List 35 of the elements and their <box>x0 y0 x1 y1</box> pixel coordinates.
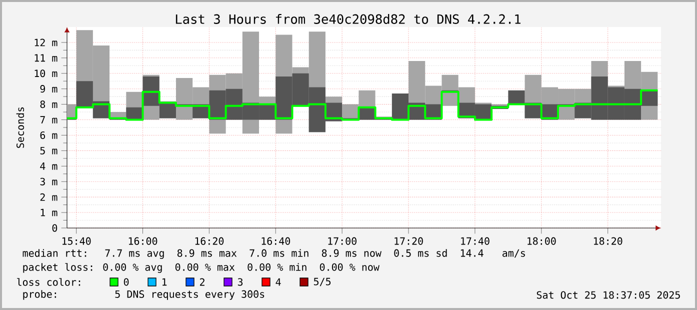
y-tick-label: 5 m <box>40 146 58 154</box>
y-tick-label: 12 m <box>34 38 58 46</box>
y-tick-label: 10 m <box>34 70 58 78</box>
x-tick-label: 18:20 <box>594 237 622 245</box>
x-tick-label: 16:00 <box>128 237 158 245</box>
x-tick-label: 17:40 <box>461 237 490 245</box>
x-tick-label: 17:00 <box>328 237 356 245</box>
legend-label: 4 <box>276 278 281 286</box>
y-tick-label: 0 <box>52 224 58 232</box>
legend-label: 1 <box>162 278 167 286</box>
chart-title: Last 3 Hours from 3e40c2098d82 to DNS 4.2.2.1 <box>176 14 520 24</box>
y-tick-label: 2 m <box>40 193 58 201</box>
text: Sat Oct 25 18:37:05 2025 <box>536 291 680 299</box>
y-tick-label: 6 m <box>40 131 58 140</box>
legend-label: 2 <box>200 278 204 286</box>
x-tick-label: 18:00 <box>528 237 556 245</box>
y-tick-label: 3 m <box>40 178 58 186</box>
x-tick-label: 15:40 <box>62 237 91 245</box>
legend-label: 5/5 <box>314 278 331 286</box>
y-axis-title: Seconds <box>16 107 24 148</box>
x-tick-label: 17:20 <box>394 237 423 245</box>
legend-label: 0 <box>124 278 129 286</box>
x-tick-label: 16:40 <box>262 237 290 245</box>
y-tick-label: 4 m <box>40 162 58 170</box>
y-tick-label: 1 m <box>40 208 58 216</box>
text: median rtt: 7.7 ms avg 8.9 ms max 7.0 ms min 8.9 ms now 0.5 ms sd 14.4 am/s <box>22 249 525 259</box>
text: packet loss: 0.00 % avg 0.00 % max 0.00 % min 0.00 % now <box>23 263 380 273</box>
y-tick-label: 9 m <box>40 85 58 93</box>
y-tick-label: 7 m <box>40 116 58 124</box>
y-tick-label: 8 m <box>40 100 58 108</box>
y-tick-label: 11 m <box>34 54 58 62</box>
legend-title: loss color: <box>17 278 80 286</box>
legend-label: 3 <box>238 278 243 286</box>
x-tick-label: 16:20 <box>195 237 224 245</box>
text: probe: 5 DNS requests every 300s <box>23 290 264 300</box>
